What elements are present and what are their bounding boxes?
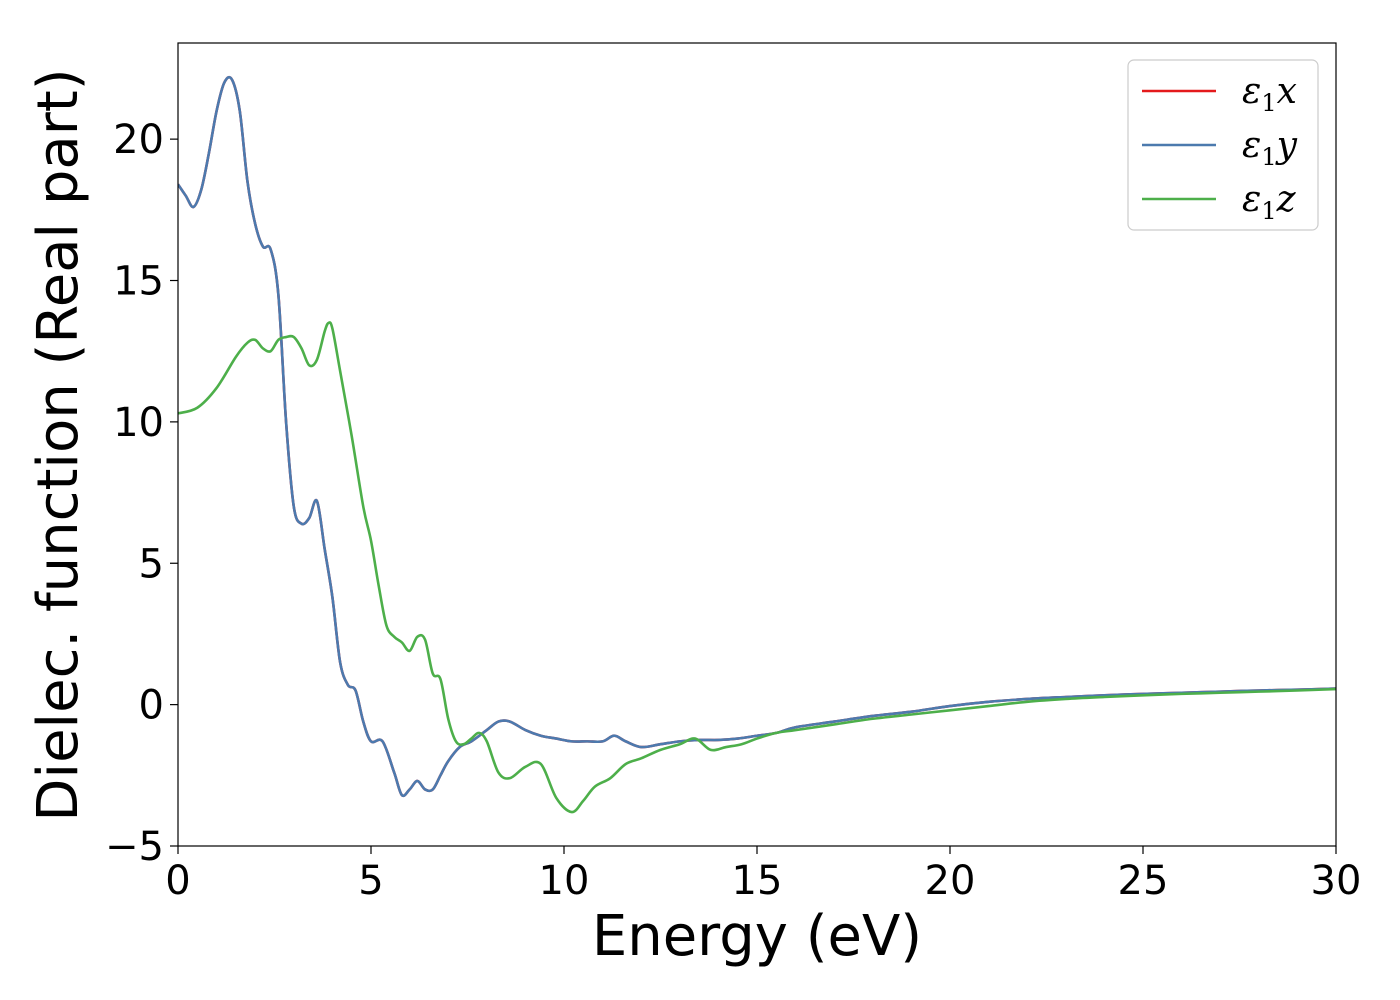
y-tick-label: 5 xyxy=(139,541,164,587)
series-layer xyxy=(178,75,1336,814)
x-tick-label: 25 xyxy=(1118,858,1169,904)
x-tick-label: 5 xyxy=(358,858,383,904)
x-axis: 0 5 10 15 20 25 30 xyxy=(165,846,1361,904)
legend-label-subscript: 1 xyxy=(1261,143,1276,171)
y-tick-label: 10 xyxy=(113,400,164,446)
x-tick-label: 0 xyxy=(165,858,190,904)
x-tick-label: 20 xyxy=(925,858,976,904)
y-tick-label: −5 xyxy=(105,824,164,870)
plot-area xyxy=(178,75,1336,814)
x-tick-label: 15 xyxy=(732,858,783,904)
x-tick-label: 30 xyxy=(1311,858,1362,904)
legend-label-base: ε xyxy=(1242,71,1261,112)
legend-label-component: x xyxy=(1277,71,1297,112)
legend-label-component: z xyxy=(1276,179,1297,220)
legend-box xyxy=(1127,59,1319,231)
series-line-y xyxy=(178,75,1336,798)
legend-label-subscript: 1 xyxy=(1261,197,1276,225)
x-tick-label: 10 xyxy=(539,858,590,904)
legend-label-base: ε xyxy=(1242,179,1261,220)
legend-label-x: ε1x xyxy=(1242,71,1297,117)
y-axis: −5 0 5 10 15 20 xyxy=(105,117,178,870)
legend-label-component: y xyxy=(1275,125,1298,166)
legend-label-z: ε1z xyxy=(1242,179,1297,225)
legend-label-base: ε xyxy=(1242,125,1261,166)
y-tick-label: 15 xyxy=(113,259,164,305)
y-axis-label: Dielec. function (Real part) xyxy=(26,68,91,821)
x-axis-label: Energy (eV) xyxy=(592,904,922,969)
series-line-z xyxy=(178,321,1336,814)
y-tick-label: 0 xyxy=(139,683,164,729)
legend-label-y: ε1y xyxy=(1242,125,1298,171)
legend-label-subscript: 1 xyxy=(1261,89,1276,117)
y-tick-label: 20 xyxy=(113,117,164,163)
